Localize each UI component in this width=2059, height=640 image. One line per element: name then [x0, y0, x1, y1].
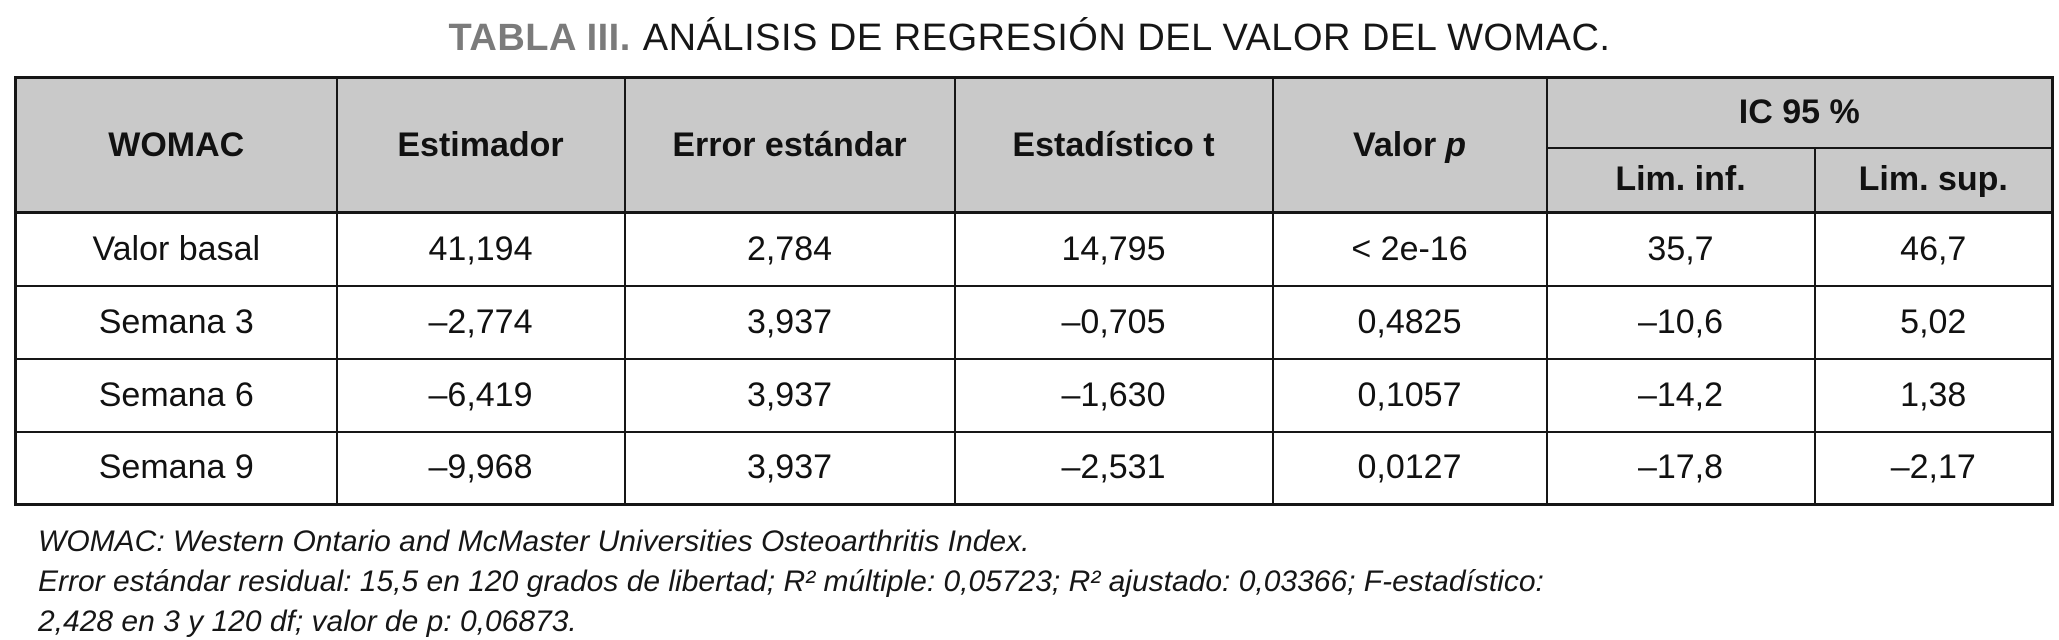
cell-valor-p: 0,4825 [1271, 284, 1548, 360]
table-header: WOMAC Estimador Error estándar Estadísti… [14, 76, 2054, 214]
table-caption-text: ANÁLISIS DE REGRESIÓN DEL VALOR DEL WOMA… [642, 17, 1611, 59]
cell-error-estandar: 2,784 [623, 211, 956, 287]
table-caption-number: TABLA III. [448, 17, 631, 59]
header-ic95: IC 95 % [1545, 76, 2054, 149]
cell-valor-p: < 2e-16 [1271, 211, 1548, 287]
cell-estadistico-t: –1,630 [953, 357, 1274, 433]
cell-lim-inf: –10,6 [1545, 284, 1816, 360]
table-row-semana-9: Semana 9 –9,968 3,937 –2,531 0,0127 –17,… [14, 430, 2054, 506]
cell-womac: Valor basal [14, 211, 338, 287]
cell-estadistico-t: 14,795 [953, 211, 1274, 287]
table-row-semana-6: Semana 6 –6,419 3,937 –1,630 0,1057 –14,… [14, 357, 2054, 433]
cell-estimador: 41,194 [335, 211, 626, 287]
cell-valor-p: 0,0127 [1271, 430, 1548, 506]
header-row-2: Lim. inf. Lim. sup. [16, 146, 2054, 214]
cell-estadistico-t: –0,705 [953, 284, 1274, 360]
regression-table: WOMAC Estimador Error estándar Estadísti… [14, 76, 2054, 506]
header-valor-p: Valor p [1271, 76, 1548, 214]
cell-lim-sup: 1,38 [1813, 357, 2054, 433]
cell-estimador: –9,968 [335, 430, 626, 506]
cell-error-estandar: 3,937 [623, 357, 956, 433]
footnote-womac-definition: WOMAC: Western Ontario and McMaster Univ… [38, 525, 1030, 558]
cell-lim-inf: –17,8 [1545, 430, 1816, 506]
cell-error-estandar: 3,937 [623, 430, 956, 506]
header-valor-p-symbol: p [1445, 125, 1466, 164]
cell-womac: Semana 3 [14, 284, 338, 360]
cell-lim-inf: 35,7 [1545, 211, 1816, 287]
header-womac: WOMAC [14, 76, 338, 214]
table-caption: TABLA III. ANÁLISIS DE REGRESIÓN DEL VALO… [0, 0, 2059, 60]
table-body: Valor basal 41,194 2,784 14,795 < 2e-16 … [14, 211, 2054, 506]
cell-error-estandar: 3,937 [623, 284, 956, 360]
cell-womac: Semana 9 [14, 430, 338, 506]
header-estadistico-t: Estadístico t [953, 76, 1274, 214]
header-lim-sup: Lim. sup. [1813, 146, 2054, 214]
footnote-model-stats-line-1: Error estándar residual: 15,5 en 120 gra… [38, 565, 1544, 598]
cell-lim-sup: 5,02 [1813, 284, 2054, 360]
cell-womac: Semana 6 [14, 357, 338, 433]
cell-lim-sup: –2,17 [1813, 430, 2054, 506]
table-row-semana-3: Semana 3 –2,774 3,937 –0,705 0,4825 –10,… [14, 284, 2054, 360]
header-estimador: Estimador [335, 76, 626, 214]
cell-lim-sup: 46,7 [1813, 211, 2054, 287]
cell-estimador: –2,774 [335, 284, 626, 360]
table-row-valor-basal: Valor basal 41,194 2,784 14,795 < 2e-16 … [14, 211, 2054, 287]
table-footnotes: WOMAC: Western Ontario and McMaster Univ… [38, 522, 2059, 640]
cell-estadistico-t: –2,531 [953, 430, 1274, 506]
header-lim-inf: Lim. inf. [1545, 146, 1816, 214]
cell-valor-p: 0,1057 [1271, 357, 1548, 433]
header-error-estandar: Error estándar [623, 76, 956, 214]
header-valor-p-label: Valor [1353, 125, 1437, 164]
cell-lim-inf: –14,2 [1545, 357, 1816, 433]
header-row-1: WOMAC Estimador Error estándar Estadísti… [14, 76, 2054, 214]
footnote-model-stats-line-2: 2,428 en 3 y 120 df; valor de p: 0,06873… [38, 605, 577, 638]
cell-estimador: –6,419 [335, 357, 626, 433]
